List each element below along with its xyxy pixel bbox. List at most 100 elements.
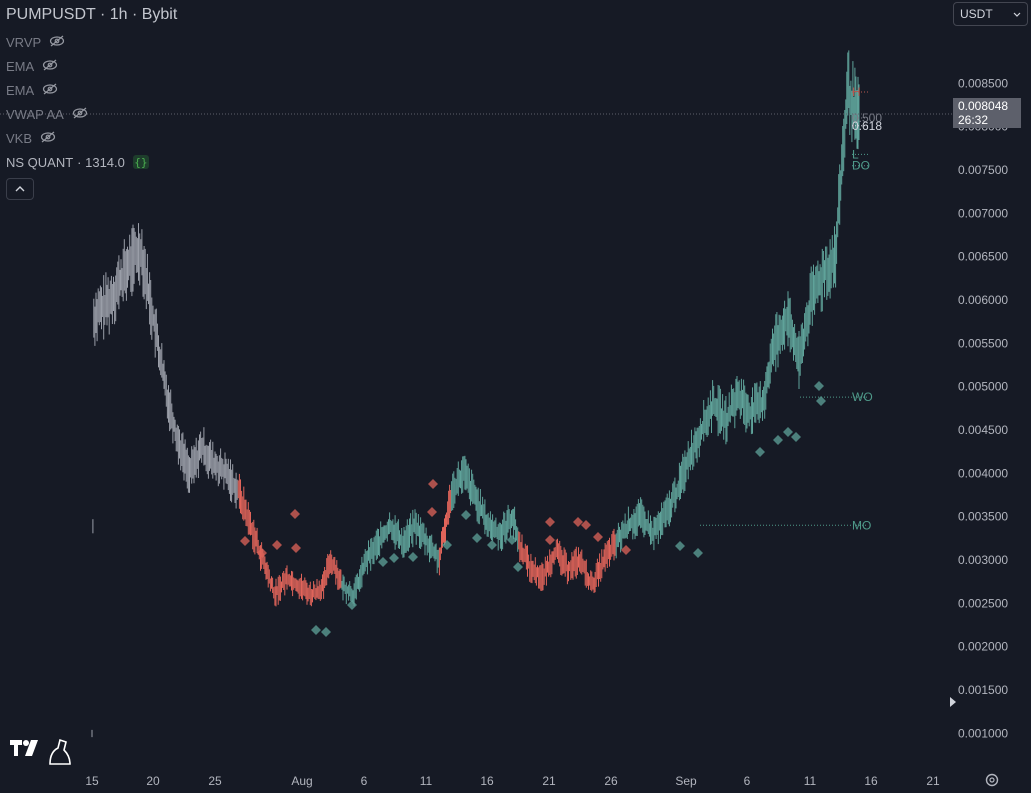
level-label: L	[852, 147, 859, 161]
currency-select[interactable]: USDT	[953, 2, 1028, 26]
collapse-legend-button[interactable]	[6, 178, 34, 200]
eye-hidden-icon[interactable]	[42, 59, 58, 74]
y-tick-label: 0.001000	[958, 726, 1008, 740]
ns-quant-label: NS QUANT	[6, 154, 74, 170]
signal-marker	[272, 540, 282, 550]
signal-marker	[693, 548, 703, 558]
y-tick-label: 0.003000	[958, 553, 1008, 567]
indicator-label: VKB	[6, 130, 33, 146]
candle-series	[91, 50, 860, 738]
signal-marker	[581, 520, 591, 530]
signal-marker	[240, 536, 250, 546]
signal-marker	[513, 562, 523, 572]
signal-marker	[675, 541, 685, 551]
chevron-down-icon	[1013, 12, 1021, 17]
y-tick-label: 0.005000	[958, 380, 1008, 394]
x-tick-label: 6	[744, 774, 751, 788]
x-tick-label: 6	[361, 774, 368, 788]
signal-marker	[472, 533, 482, 543]
last-price: 0.008048	[958, 99, 1009, 113]
time-axis[interactable]: 15 20 25 Aug 6 11 16 21 26 Sep 6 11 16 21	[85, 774, 940, 788]
x-tick-label: 16	[864, 774, 878, 788]
last-price-tag: 0.008048 26:32	[953, 98, 1021, 128]
signal-marker	[755, 447, 765, 457]
chevron-up-icon	[15, 186, 25, 192]
signal-marker	[487, 540, 497, 550]
signal-marker	[816, 396, 826, 406]
signal-marker	[461, 510, 471, 520]
level-label: MO	[852, 518, 871, 532]
indicator-row[interactable]: EMA	[6, 54, 177, 78]
y-tick-label: 0.002000	[958, 640, 1008, 654]
signal-marker	[347, 600, 357, 610]
y-tick-label: 0.004500	[958, 423, 1008, 437]
x-tick-label: Aug	[291, 774, 312, 788]
signal-marker	[814, 381, 824, 391]
bar-countdown: 26:32	[958, 113, 989, 127]
x-tick-label: 11	[420, 774, 433, 788]
y-tick-label: 0.006500	[958, 250, 1008, 264]
x-tick-label: 16	[480, 774, 494, 788]
level-label: 0.500	[852, 111, 882, 125]
eye-hidden-icon[interactable]	[72, 107, 88, 122]
indicator-label: VWAP AA	[6, 106, 64, 122]
indicator-label: VRVP	[6, 34, 42, 50]
signal-marker	[507, 535, 517, 545]
x-tick-label: Sep	[675, 774, 697, 788]
ns-quant-value: · 1314.0	[77, 154, 125, 170]
y-tick-label: 0.004000	[958, 466, 1008, 480]
signal-marker	[545, 535, 555, 545]
signal-marker	[389, 553, 399, 563]
indicator-row[interactable]: VKB	[6, 126, 177, 150]
y-tick-label: 0.001500	[958, 683, 1008, 697]
x-tick-label: 15	[85, 774, 99, 788]
signal-marker	[791, 432, 801, 442]
y-tick-label: 0.005500	[958, 336, 1008, 350]
symbol-title[interactable]: PUMPUSDT · 1h · Bybit	[6, 6, 178, 23]
x-tick-label: 21	[542, 774, 556, 788]
level-label: WO	[852, 390, 873, 404]
x-tick-label: 20	[146, 774, 160, 788]
indicator-row[interactable]: VRVP	[6, 30, 177, 54]
source-code-icon[interactable]: {}	[132, 155, 149, 169]
level-lines: H 0.5000.618 LDO WO MO	[0, 85, 952, 532]
signal-marker	[427, 507, 437, 517]
y-tick-label: 0.008500	[958, 76, 1008, 90]
level-label: 0.618	[852, 119, 882, 133]
indicator-row[interactable]: VWAP AA	[6, 102, 177, 126]
currency-value: USDT	[960, 7, 993, 21]
chart-legend: PUMPUSDT · 1h · Bybit VRVP EMA EMA VWAP AA V…	[6, 6, 177, 200]
indicator-label: EMA	[6, 58, 35, 74]
x-tick-label: 26	[604, 774, 618, 788]
y-tick-label: 0.007000	[958, 206, 1008, 220]
signal-marker	[428, 479, 438, 489]
ns-quant-indicator[interactable]: NS QUANT · 1314.0 {}	[6, 150, 177, 174]
signal-marker	[408, 552, 418, 562]
y-tick-label: 0.003500	[958, 510, 1008, 524]
signal-marker	[257, 548, 267, 558]
signal-marker	[442, 540, 452, 550]
indicator-label: EMA	[6, 82, 35, 98]
eye-hidden-icon[interactable]	[49, 35, 65, 50]
y-tick-label: 0.007500	[958, 163, 1008, 177]
signal-marker	[621, 545, 631, 555]
price-axis[interactable]: 0.0085000.0080000.0075000.0070000.006500…	[958, 76, 1008, 740]
play-icon[interactable]	[949, 694, 957, 712]
eye-hidden-icon[interactable]	[42, 83, 58, 98]
signal-markers	[240, 381, 826, 637]
x-tick-label: 11	[804, 774, 817, 788]
signal-marker	[593, 532, 603, 542]
signal-marker	[321, 627, 331, 637]
eye-hidden-icon[interactable]	[40, 131, 56, 146]
x-tick-label: 21	[926, 774, 940, 788]
signal-marker	[291, 543, 301, 553]
signal-marker	[573, 517, 583, 527]
signal-marker	[783, 427, 793, 437]
signal-marker	[773, 435, 783, 445]
level-label: H	[852, 85, 861, 99]
tradingview-logo-icon[interactable]	[8, 736, 78, 771]
y-tick-label: 0.006000	[958, 293, 1008, 307]
indicator-row[interactable]: EMA	[6, 78, 177, 102]
settings-gear-icon[interactable]	[984, 772, 1000, 793]
